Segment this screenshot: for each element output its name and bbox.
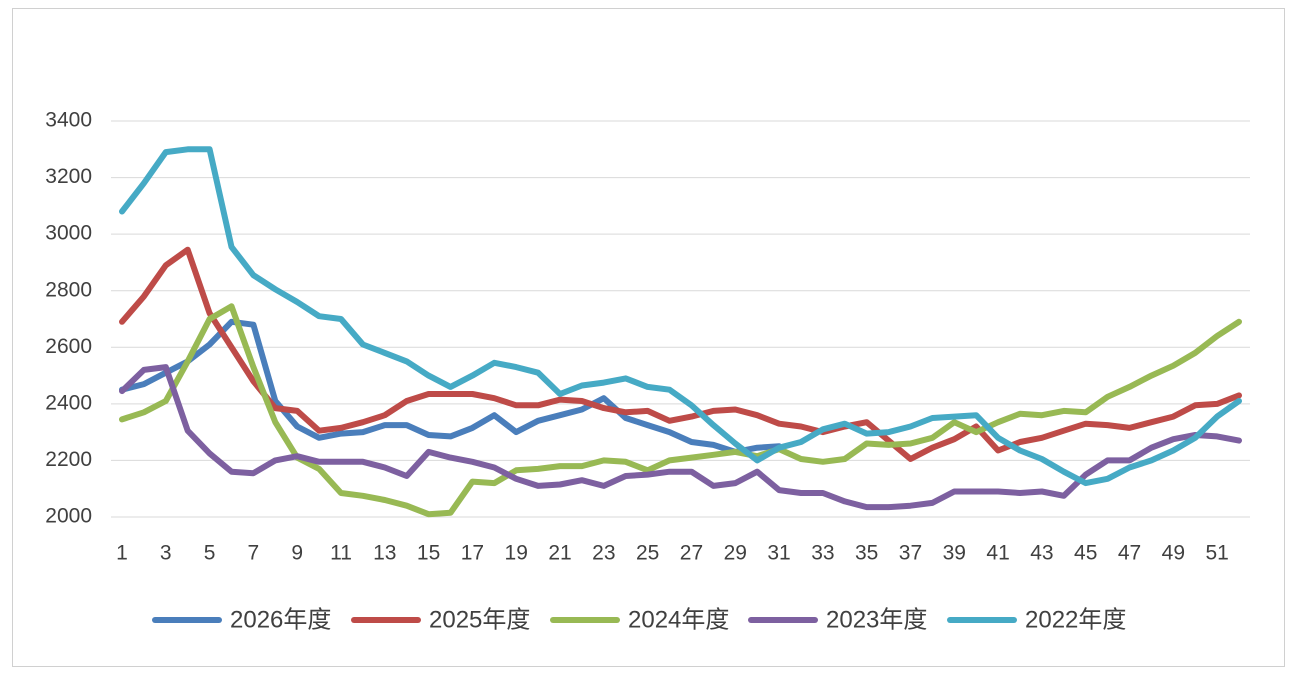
legend-label: 2022年度: [1025, 606, 1126, 633]
y-tick-label: 2800: [45, 278, 92, 301]
x-tick-label: 9: [291, 542, 303, 565]
x-tick-label: 3: [160, 542, 172, 565]
x-tick-label: 19: [505, 542, 528, 565]
x-tick-label: 17: [461, 542, 484, 565]
y-tick-label: 2200: [45, 448, 92, 471]
x-tick-label: 47: [1118, 542, 1141, 565]
y-tick-label: 2400: [45, 391, 92, 414]
y-tick-label: 3000: [45, 222, 92, 245]
y-tick-label: 3400: [45, 109, 92, 132]
legend-label: 2024年度: [628, 606, 729, 633]
x-tick-label: 1: [116, 542, 128, 565]
x-tick-label: 43: [1030, 542, 1053, 565]
x-tick-label: 41: [986, 542, 1009, 565]
legend-label: 2025年度: [429, 606, 530, 633]
x-tick-label: 7: [248, 542, 260, 565]
x-tick-label: 11: [330, 542, 352, 565]
line-series: [119, 303, 1242, 518]
x-tick-label: 35: [855, 542, 878, 565]
line-series: [119, 318, 783, 455]
line-series: [119, 364, 1242, 511]
x-tick-label: 13: [373, 542, 396, 565]
line-series: [119, 146, 1242, 487]
line-series: [119, 246, 1242, 462]
x-tick-label: 27: [680, 542, 703, 565]
y-tick-label: 2000: [45, 505, 92, 528]
x-tick-label: 29: [724, 542, 747, 565]
legend-label: 2026年度: [230, 606, 331, 633]
x-tick-label: 49: [1162, 542, 1185, 565]
x-tick-label: 37: [899, 542, 922, 565]
x-tick-label: 33: [811, 542, 834, 565]
x-tick-label: 31: [767, 542, 790, 565]
x-tick-label: 45: [1074, 542, 1097, 565]
y-tick-label: 3200: [45, 165, 92, 188]
legend-label: 2023年度: [826, 606, 927, 633]
x-tick-label: 25: [636, 542, 659, 565]
y-tick-label: 2600: [45, 335, 92, 358]
x-tick-label: 23: [592, 542, 615, 565]
x-tick-label: 39: [943, 542, 966, 565]
x-tick-label: 21: [548, 542, 571, 565]
x-tick-label: 15: [417, 542, 440, 565]
x-tick-label: 51: [1205, 542, 1228, 565]
x-tick-label: 5: [204, 542, 216, 565]
